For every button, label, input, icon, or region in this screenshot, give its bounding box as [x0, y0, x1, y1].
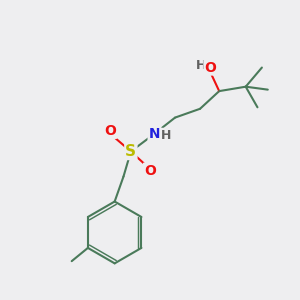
- Text: N: N: [148, 127, 160, 141]
- Text: S: S: [125, 144, 136, 159]
- Text: H: H: [160, 129, 171, 142]
- Text: O: O: [204, 61, 216, 75]
- Text: O: O: [144, 164, 156, 178]
- Text: H: H: [196, 59, 207, 72]
- Text: O: O: [104, 124, 116, 138]
